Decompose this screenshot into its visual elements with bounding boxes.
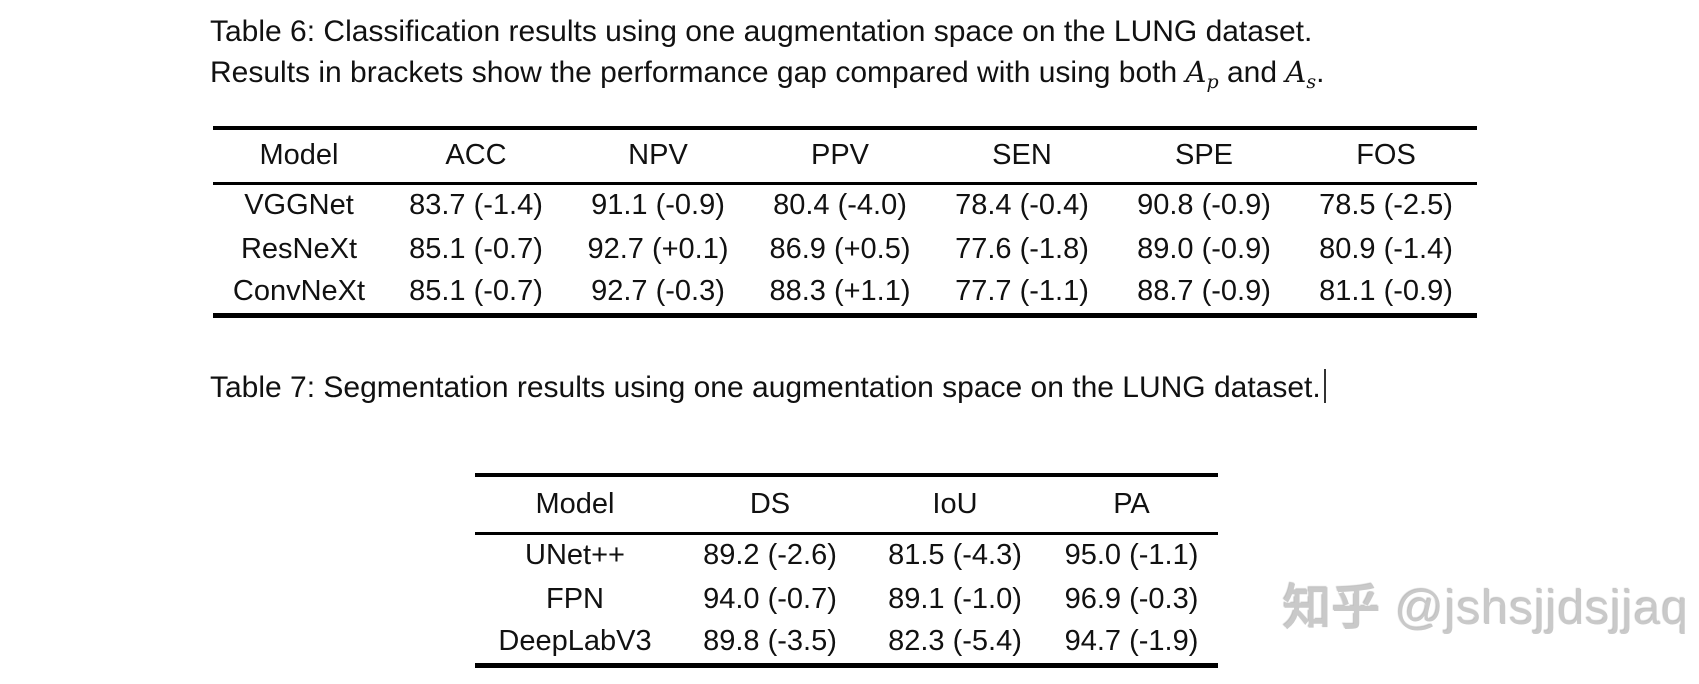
cell-ppv: 80.4 (-4.0): [773, 189, 907, 222]
math-symbol-ap: Ap: [1185, 55, 1219, 93]
model-name: UNet++: [525, 539, 625, 572]
cell-spe: 89.0 (-0.9): [1137, 232, 1271, 265]
cell-fos: 78.5 (-2.5): [1319, 189, 1453, 222]
cell-acc: 85.1 (-0.7): [409, 232, 543, 265]
table7-header-iou: IoU: [932, 487, 978, 520]
table6-caption-line1: Table 6: Classification results using on…: [210, 15, 1313, 48]
cell-npv: 91.1 (-0.9): [591, 189, 725, 222]
segmentation-results-table: Model DS IoU PA UNet++ 89.2 (-2.6) 81.5 …: [475, 473, 1218, 668]
cell-fos: 80.9 (-1.4): [1319, 232, 1453, 265]
cell-ppv: 86.9 (+0.5): [769, 232, 911, 265]
cell-npv: 92.7 (-0.3): [591, 275, 725, 308]
cell-iou: 89.1 (-1.0): [888, 582, 1022, 615]
table-row-convnext: ConvNeXt 85.1 (-0.7) 92.7 (-0.3) 88.3 (+…: [213, 271, 1477, 315]
math-symbol-as: As: [1285, 55, 1317, 93]
table6-header-model: Model: [259, 139, 339, 172]
watermark-username: @jshsjjdsjjaq: [1395, 582, 1689, 635]
cell-npv: 92.7 (+0.1): [587, 232, 729, 265]
table-row-vggnet: VGGNet 83.7 (-1.4) 91.1 (-0.9) 80.4 (-4.…: [213, 183, 1477, 227]
table7-header-pa: PA: [1113, 487, 1150, 520]
cell-ds: 94.0 (-0.7): [703, 582, 837, 615]
model-name: ResNeXt: [240, 232, 358, 265]
table6-caption-line2-text: Results in brackets show the performance…: [210, 56, 1178, 89]
cell-sen: 77.6 (-1.8): [955, 232, 1089, 265]
table7-caption-text: Table 7: Segmentation results using one …: [210, 371, 1321, 404]
text-cursor: [1323, 369, 1326, 403]
table7-header-model: Model: [535, 487, 615, 520]
zhihu-watermark: 知乎 @jshsjjdsjjaq: [1283, 568, 1689, 638]
table6-header-row: Model ACC NPV PPV SEN SPE FOS: [213, 128, 1477, 183]
table6-caption-period: .: [1316, 56, 1325, 89]
model-name: DeepLabV3: [498, 625, 652, 658]
model-name: FPN: [546, 582, 604, 615]
table6-caption-and: and: [1227, 56, 1278, 89]
table-row-resnext: ResNeXt 85.1 (-0.7) 92.7 (+0.1) 86.9 (+0…: [213, 227, 1477, 271]
cell-iou: 82.3 (-5.4): [888, 625, 1022, 658]
table-row-unetpp: UNet++ 89.2 (-2.6) 81.5 (-4.3) 95.0 (-1.…: [475, 533, 1218, 577]
cell-acc: 85.1 (-0.7): [409, 275, 543, 308]
cell-ds: 89.2 (-2.6): [703, 539, 837, 572]
table6-header-spe: SPE: [1174, 139, 1234, 172]
cell-spe: 90.8 (-0.9): [1137, 189, 1271, 222]
cell-ds: 89.8 (-3.5): [703, 625, 837, 658]
table-row-fpn: FPN 94.0 (-0.7) 89.1 (-1.0) 96.9 (-0.3): [475, 577, 1218, 621]
zhihu-logo-text: 知乎: [1283, 582, 1382, 635]
model-name: VGGNet: [244, 189, 354, 222]
table-row-deeplabv3: DeepLabV3 89.8 (-3.5) 82.3 (-5.4) 94.7 (…: [475, 621, 1218, 665]
cell-fos: 81.1 (-0.9): [1319, 275, 1453, 308]
table6-caption-line2: Results in brackets show the performance…: [210, 52, 1324, 102]
table7-header-ds: DS: [749, 487, 791, 520]
cell-acc: 83.7 (-1.4): [409, 189, 543, 222]
table6-header-ppv: PPV: [810, 139, 870, 172]
classification-results-table: Model ACC NPV PPV SEN SPE FOS VGGNet 83.…: [213, 126, 1477, 318]
table6-header-acc: ACC: [445, 139, 507, 172]
cell-iou: 81.5 (-4.3): [888, 539, 1022, 572]
table7-caption: Table 7: Segmentation results using one …: [210, 368, 1326, 408]
table6-header-npv: NPV: [628, 139, 688, 172]
table6-caption: Table 6: Classification results using on…: [210, 12, 1324, 102]
cell-ppv: 88.3 (+1.1): [769, 275, 911, 308]
cell-pa: 94.7 (-1.9): [1064, 625, 1199, 658]
cell-pa: 96.9 (-0.3): [1064, 582, 1199, 615]
table6-header-sen: SEN: [992, 139, 1052, 172]
cell-pa: 95.0 (-1.1): [1064, 539, 1199, 572]
model-name: ConvNeXt: [232, 275, 366, 308]
cell-sen: 78.4 (-0.4): [955, 189, 1089, 222]
table7-header-row: Model DS IoU PA: [475, 475, 1218, 533]
cell-sen: 77.7 (-1.1): [955, 275, 1089, 308]
cell-spe: 88.7 (-0.9): [1137, 275, 1271, 308]
table6-header-fos: FOS: [1356, 139, 1416, 172]
